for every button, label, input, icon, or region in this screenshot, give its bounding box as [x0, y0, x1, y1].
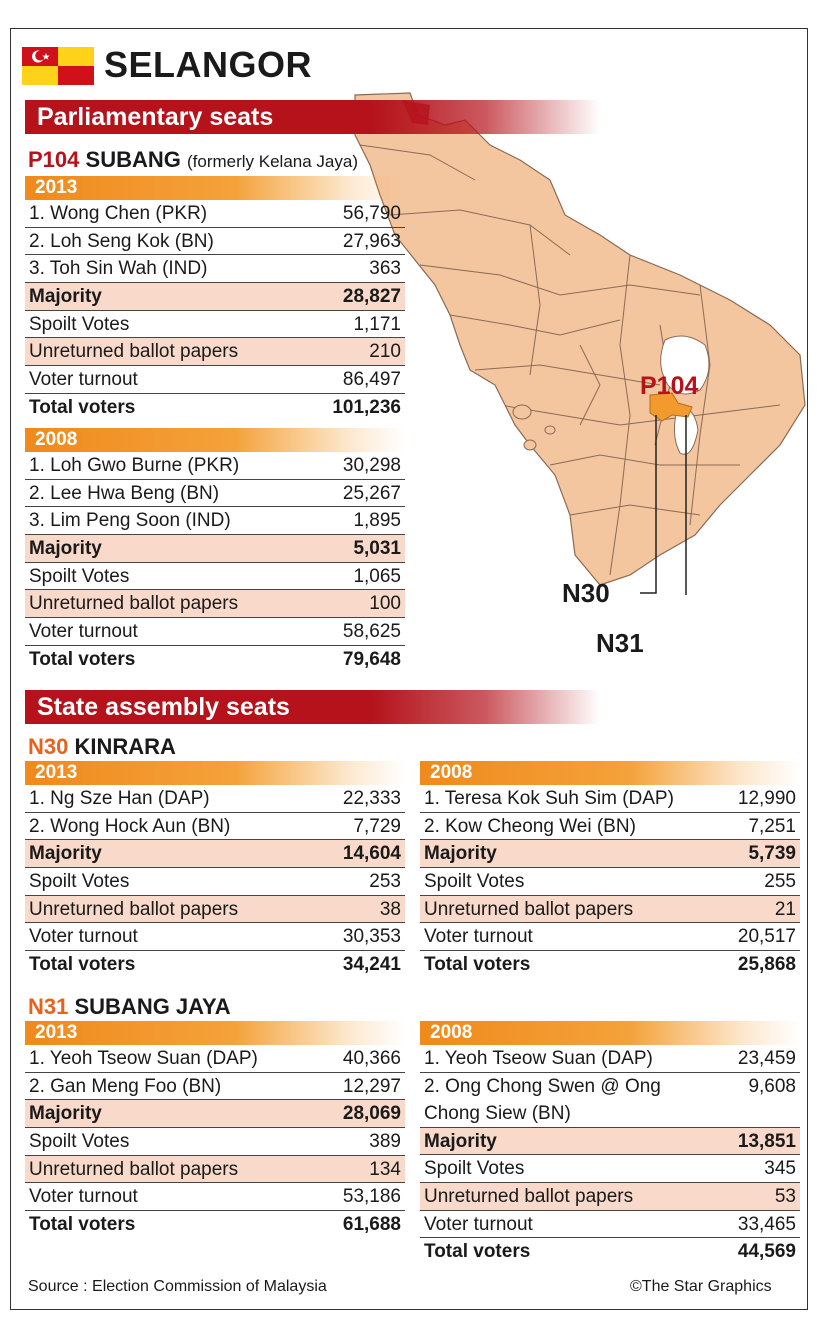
lake-area	[660, 335, 710, 395]
district-boundaries	[359, 144, 781, 576]
table-row: 1. Ng Sze Han (DAP) 22,333	[25, 785, 405, 813]
unreturned-row: Unreturned ballot papers 38	[25, 895, 405, 924]
section-parliamentary: Parliamentary seats	[25, 100, 600, 134]
n30-callout-line	[640, 415, 657, 594]
table-row: 1. Teresa Kok Suh Sim (DAP) 12,990	[420, 785, 800, 813]
table-row: Spoilt Votes 253	[25, 868, 405, 896]
total-row: Total voters 25,868	[424, 954, 796, 976]
year-bar-2008: 2008	[420, 1021, 800, 1045]
table-row: Spoilt Votes 1,065	[25, 563, 405, 591]
p104-heading: P104 SUBANG (formerly Kelana Jaya)	[28, 147, 358, 173]
total-row: Total voters 34,241	[29, 954, 401, 976]
table-row: Spoilt Votes 389	[25, 1128, 405, 1156]
p104-map-label: P104	[640, 372, 699, 400]
n31-2013-table: 2013 1. Yeoh Tseow Suan (DAP) 40,366 2. G…	[25, 1021, 405, 1239]
page-title: SELANGOR	[104, 44, 313, 85]
source-note: Source : Election Commission of Malaysia	[28, 1278, 327, 1295]
table-row: Voter turnout 86,497	[25, 366, 405, 394]
year-bar-2013: 2013	[25, 1021, 405, 1045]
majority-row: Majority 28,069	[25, 1100, 405, 1129]
table-row: 3. Lim Peng Soon (IND) 1,895	[25, 507, 405, 536]
table-row: 3. Toh Sin Wah (IND) 363	[25, 255, 405, 284]
p104-2013-table: 2013 1. Wong Chen (PKR) 56,790 2. Loh Sen…	[25, 176, 405, 422]
n31-code: N31	[28, 994, 69, 1019]
table-row: Voter turnout 33,465	[420, 1211, 800, 1239]
table-row: Voter turnout 53,186	[25, 1183, 405, 1212]
table-row: 2. Ong Chong Swen @ Ong Chong Siew (BN) 9…	[420, 1073, 800, 1128]
n31-map-label: N31	[596, 628, 644, 658]
n31-name: SUBANG JAYA	[74, 994, 231, 1019]
year-bar-2008: 2008	[420, 761, 800, 785]
table-row: 2. Wong Hock Aun (BN) 7,729	[25, 813, 405, 841]
table-row: Voter turnout 30,353	[25, 923, 405, 952]
year-bar-2013: 2013	[25, 176, 405, 200]
majority-row: Majority 28,827	[25, 283, 405, 311]
year-bar-2013: 2013	[25, 761, 405, 785]
total-row: Total voters 79,648	[29, 648, 401, 670]
table-row: Voter turnout 20,517	[420, 923, 800, 952]
total-row: Total voters 101,236	[29, 396, 401, 418]
p104-2008-table: 2008 1. Loh Gwo Burne (PKR) 30,298 2. Lee…	[25, 428, 405, 674]
table-row: 1. Loh Gwo Burne (PKR) 30,298	[25, 452, 405, 480]
table-row: Spoilt Votes 255	[420, 868, 800, 896]
table-row: 1. Yeoh Tseow Suan (DAP) 40,366	[25, 1045, 405, 1073]
table-row: Spoilt Votes 1,171	[25, 311, 405, 339]
table-row: 2. Kow Cheong Wei (BN) 7,251	[420, 813, 800, 841]
selangor-flag-icon	[22, 47, 94, 85]
table-row: 1. Wong Chen (PKR) 56,790	[25, 200, 405, 228]
state-landmass	[354, 92, 806, 586]
table-row: Voter turnout 58,625	[25, 618, 405, 646]
majority-row: Majority 13,851	[420, 1127, 800, 1156]
year-bar-2008: 2008	[25, 428, 405, 452]
unreturned-row: Unreturned ballot papers 134	[25, 1155, 405, 1184]
n30-2013-table: 2013 1. Ng Sze Han (DAP) 22,333 2. Wong H…	[25, 761, 405, 979]
majority-row: Majority 14,604	[25, 840, 405, 869]
selangor-map	[354, 92, 806, 595]
n30-heading: N30 KINRARA	[28, 734, 176, 760]
n31-2008-table: 2008 1. Yeoh Tseow Suan (DAP) 23,459 2. O…	[420, 1021, 800, 1266]
table-row: 2. Loh Seng Kok (BN) 27,963	[25, 228, 405, 256]
p104-note: (formerly Kelana Jaya)	[186, 152, 358, 171]
n30-name: KINRARA	[74, 734, 176, 759]
total-row: Total voters 61,688	[29, 1214, 401, 1236]
table-row: 1. Yeoh Tseow Suan (DAP) 23,459	[420, 1045, 800, 1073]
total-row: Total voters 44,569	[424, 1241, 796, 1263]
table-row: 2. Gan Meng Foo (BN) 12,297	[25, 1073, 405, 1101]
n30-code: N30	[28, 734, 69, 759]
infographic-frame	[10, 28, 808, 1310]
graphics-credit: ©The Star Graphics	[630, 1278, 772, 1295]
p104-code: P104	[28, 147, 80, 172]
unreturned-row: Unreturned ballot papers 100	[25, 590, 405, 619]
unreturned-row: Unreturned ballot papers 21	[420, 895, 800, 924]
n31-heading: N31 SUBANG JAYA	[28, 994, 231, 1020]
majority-row: Majority 5,739	[420, 840, 800, 869]
table-row: Spoilt Votes 345	[420, 1155, 800, 1184]
p104-name: SUBANG	[85, 147, 181, 172]
unreturned-row: Unreturned ballot papers 53	[420, 1183, 800, 1211]
n30-2008-table: 2008 1. Teresa Kok Suh Sim (DAP) 12,990 2…	[420, 761, 800, 979]
majority-row: Majority 5,031	[25, 535, 405, 563]
section-state-assembly: State assembly seats	[25, 690, 600, 724]
n30-map-label: N30	[562, 578, 610, 608]
unreturned-row: Unreturned ballot papers 210	[25, 338, 405, 367]
n31-callout-line	[685, 415, 687, 595]
p104-highlight	[649, 392, 693, 422]
table-row: 2. Lee Hwa Beng (BN) 25,267	[25, 480, 405, 508]
